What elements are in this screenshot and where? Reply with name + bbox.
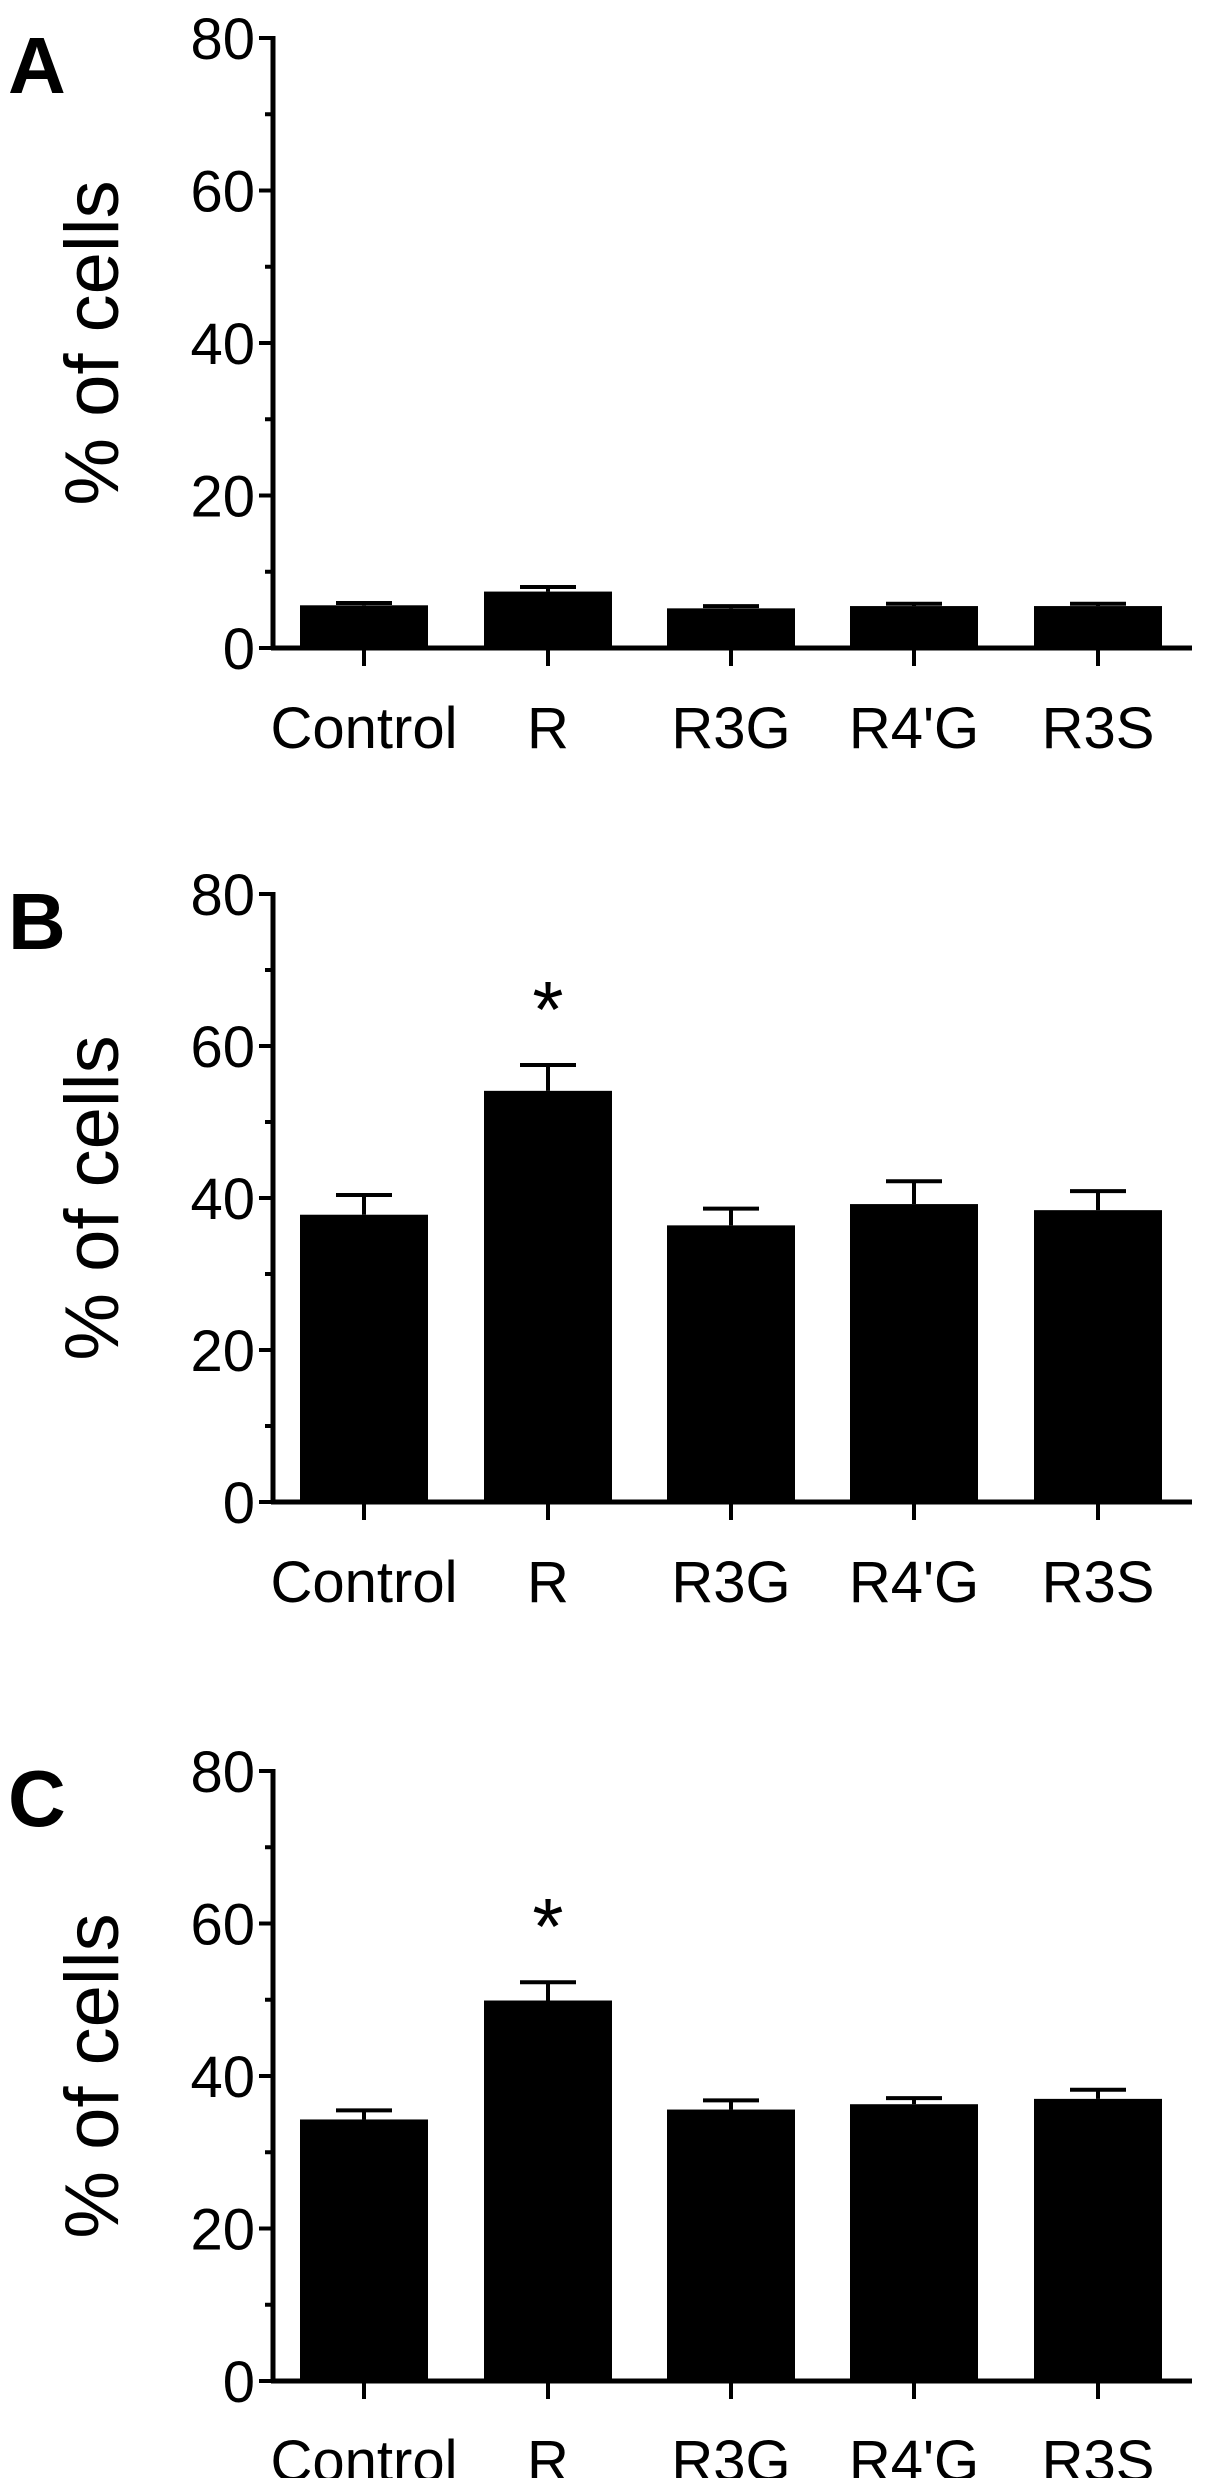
bar-R3S <box>1034 2098 1162 2381</box>
y-tick-label: 80 <box>190 1740 255 1805</box>
bar-R3S <box>1034 606 1162 648</box>
x-tick-label: R4'G <box>849 696 979 761</box>
x-tick-label: Control <box>271 696 458 761</box>
x-tick-label: R3G <box>671 696 790 761</box>
bar-R4'G <box>850 1204 978 1502</box>
x-tick-label: R4'G <box>849 2429 979 2478</box>
chart-panel-A: A % of cells 0 20 40 60 80 Control R R3G R4'G R3S <box>8 7 1192 761</box>
x-tick-label: R4'G <box>849 1550 979 1615</box>
bar-R4'G <box>850 2104 978 2381</box>
y-tick-label: 40 <box>190 312 255 377</box>
panel-label: C <box>8 1754 66 1843</box>
y-tick-label: 20 <box>190 1319 255 1384</box>
y-tick-label: 80 <box>190 863 255 928</box>
y-tick-label: 20 <box>190 2198 255 2263</box>
y-tick-label: 0 <box>223 617 255 682</box>
significance-marker: * <box>532 1882 563 1971</box>
x-tick-label: R <box>527 696 569 761</box>
bar-Control <box>300 605 428 648</box>
bar-Control <box>300 2119 428 2381</box>
bar-R <box>484 591 612 648</box>
x-tick-label: R3S <box>1042 1550 1155 1615</box>
y-tick-label: 20 <box>190 465 255 530</box>
x-tick-label: R3G <box>671 2429 790 2478</box>
bar-R4'G <box>850 606 978 648</box>
y-axis-label: % of cells <box>50 180 135 505</box>
y-axis-label: % of cells <box>50 1035 135 1360</box>
x-tick-label: R <box>527 1550 569 1615</box>
panel-label: A <box>8 21 66 110</box>
y-tick-label: 80 <box>190 7 255 72</box>
x-tick-label: R3S <box>1042 2429 1155 2478</box>
x-tick-label: R <box>527 2429 569 2478</box>
bar-R <box>484 2000 612 2381</box>
y-tick-label: 60 <box>190 160 255 225</box>
y-tick-label: 40 <box>190 1167 255 1232</box>
y-tick-label: 0 <box>223 2350 255 2415</box>
bar-Control <box>300 1214 428 1502</box>
bar-R3G <box>667 2109 795 2381</box>
y-tick-label: 0 <box>223 1471 255 1536</box>
y-axis-label: % of cells <box>50 1913 135 2238</box>
x-tick-label: Control <box>271 1550 458 1615</box>
bar-R3G <box>667 1225 795 1502</box>
significance-marker: * <box>532 965 563 1054</box>
bar-R3G <box>667 608 795 648</box>
x-tick-label: Control <box>271 2429 458 2478</box>
x-tick-label: R3G <box>671 1550 790 1615</box>
bar-R3S <box>1034 1210 1162 1502</box>
panel-label: B <box>8 877 66 966</box>
bar-R <box>484 1090 612 1502</box>
y-tick-label: 60 <box>190 1893 255 1958</box>
y-tick-label: 60 <box>190 1015 255 1080</box>
chart-panel-B: B % of cells 0 20 40 60 80 Control R * R3G R4'G R3S <box>8 863 1192 1615</box>
x-tick-label: R3S <box>1042 696 1155 761</box>
chart-panel-C: C % of cells 0 20 40 60 80 Control R * R3G R4'G R3S <box>8 1740 1192 2478</box>
y-tick-label: 40 <box>190 2045 255 2110</box>
